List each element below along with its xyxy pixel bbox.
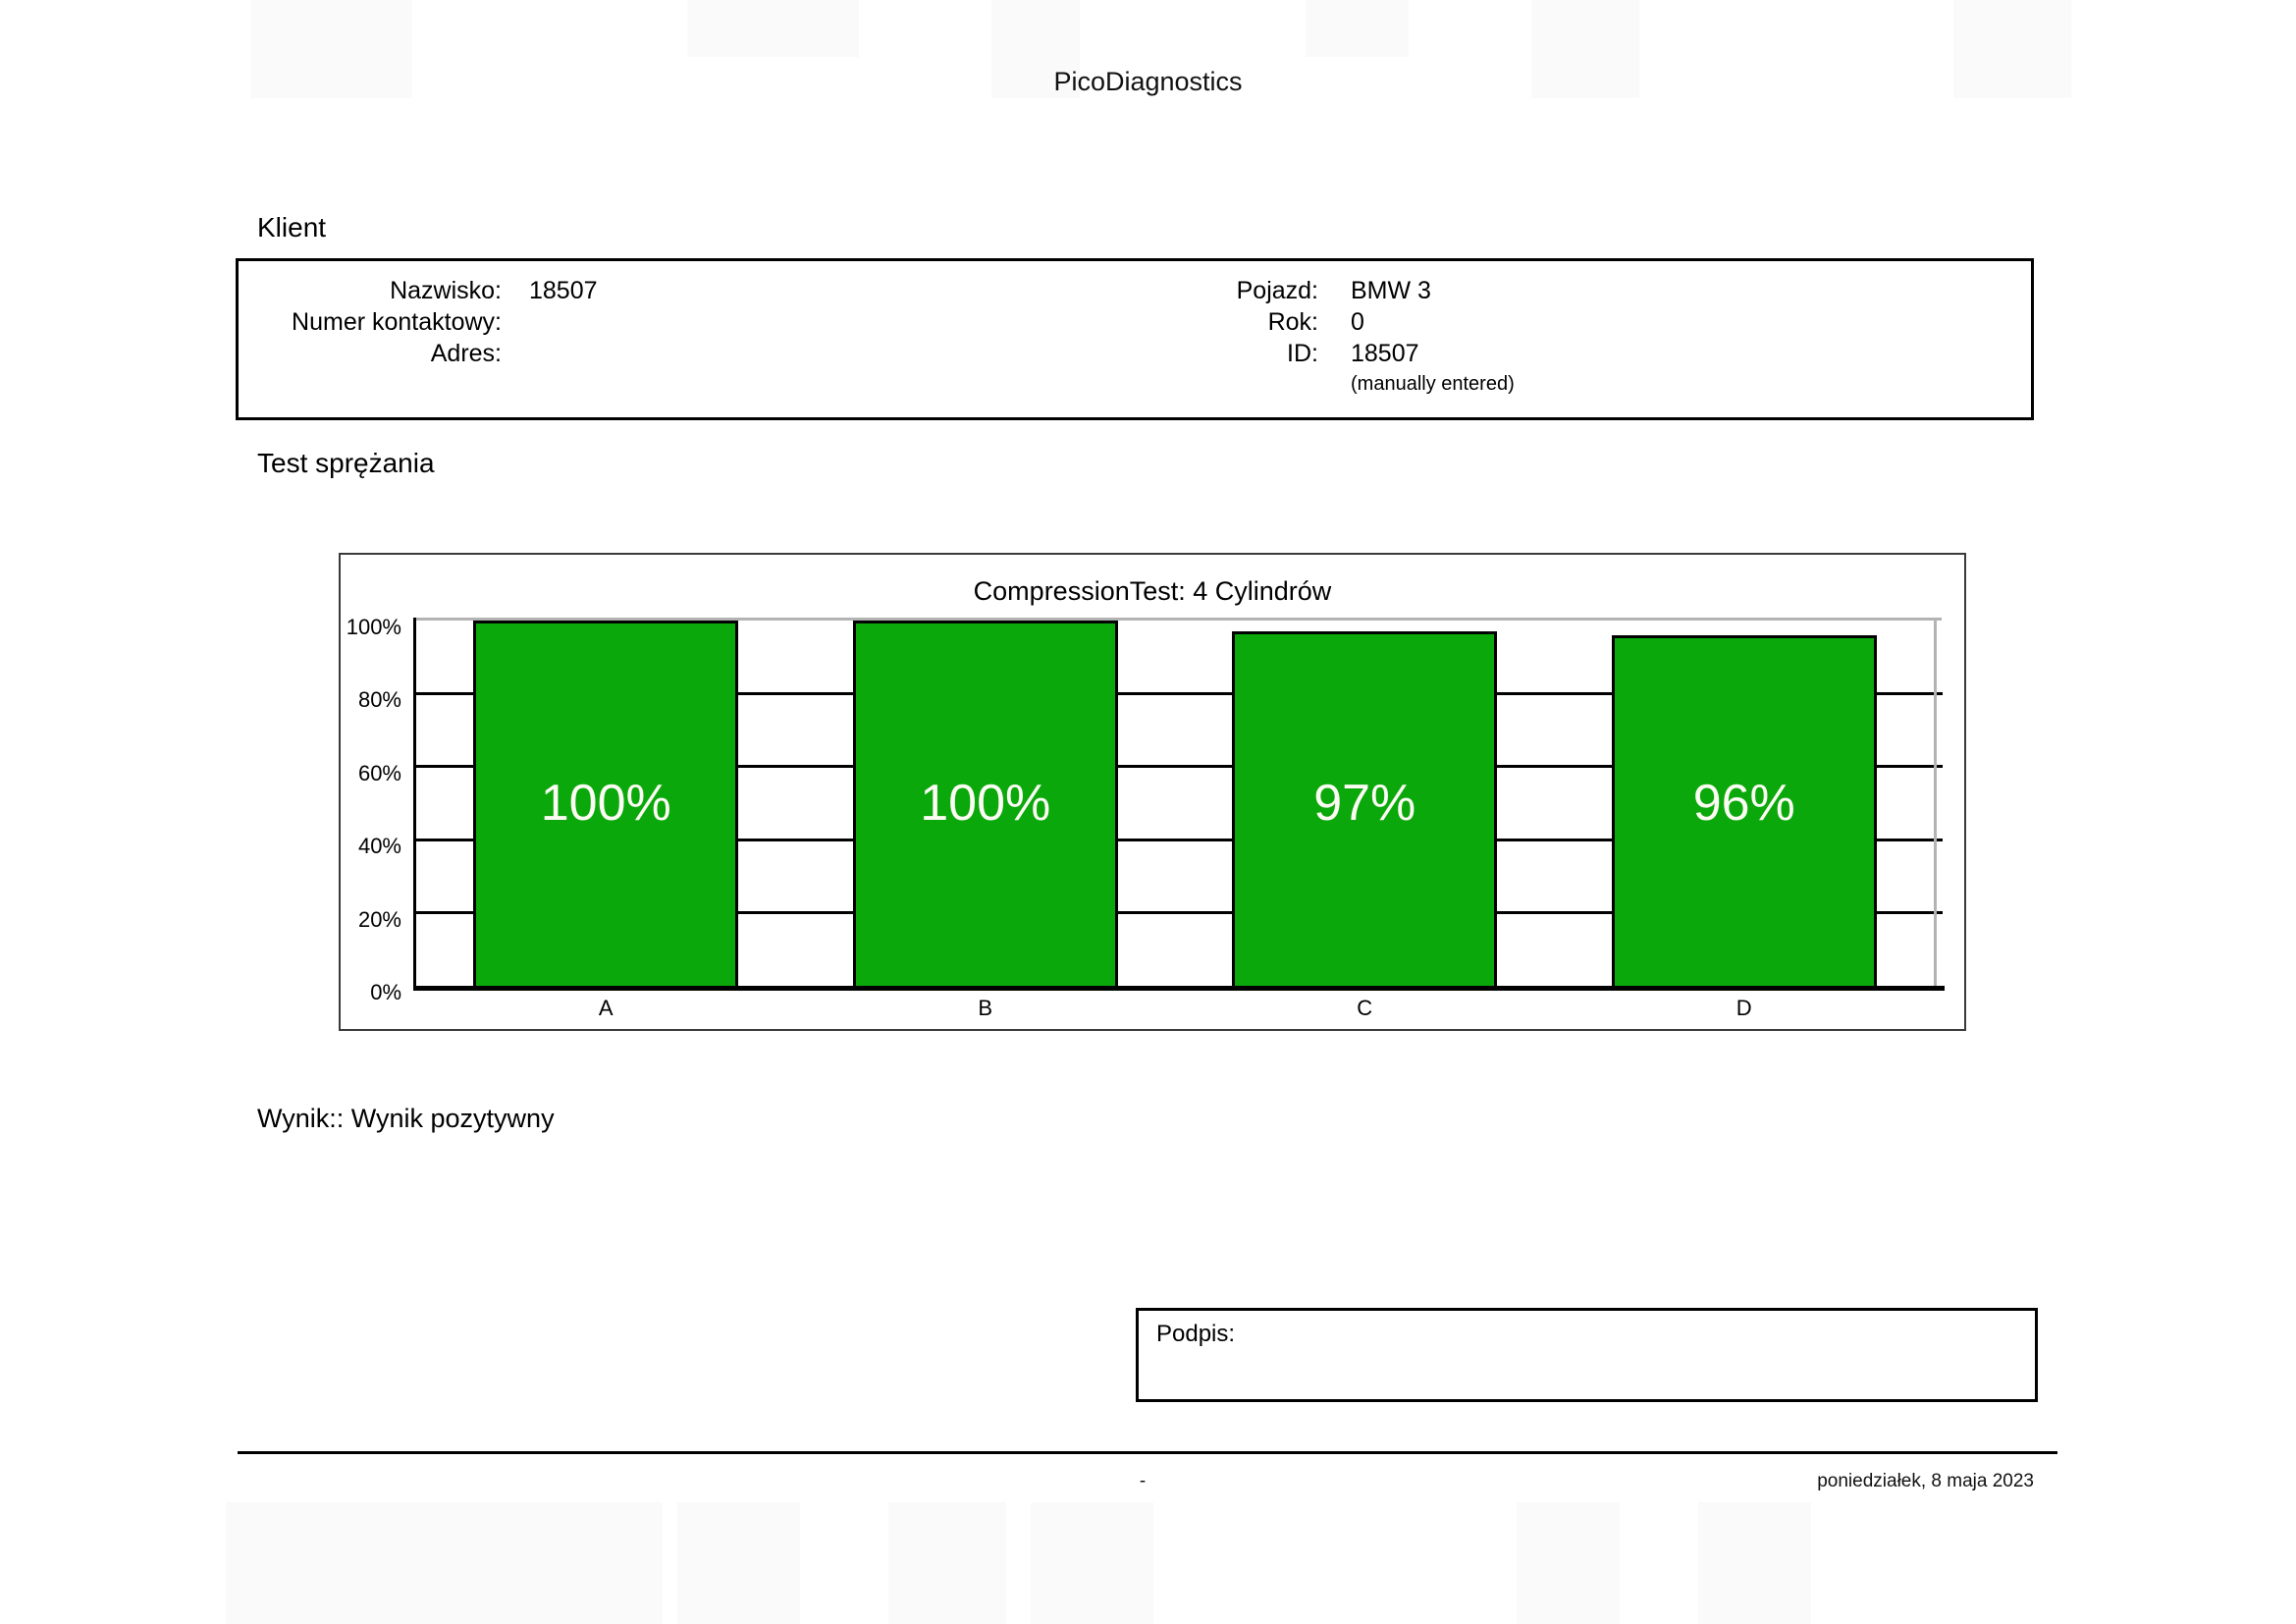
bar-value-label: 100%: [920, 775, 1051, 832]
compression-chart: CompressionTest: 4 Cylindrów 0% 20% 40% 60%…: [339, 553, 1966, 1031]
bar-cylinder-B: [852, 621, 1118, 986]
client-info-box: Nazwisko: 18507 Pojazd: BMW 3 Numer kont…: [236, 258, 2034, 420]
scan-artifact: [1031, 1502, 1153, 1624]
vehicle-label: Pojazd:: [1236, 277, 1318, 304]
client-section-heading: Klient: [257, 212, 327, 243]
scan-artifact: [226, 1502, 663, 1624]
gridline: [416, 691, 1943, 695]
compression-test-section-heading: Test sprężania: [257, 448, 435, 478]
manually-entered-note: (manually entered): [1351, 373, 1515, 395]
scan-artifact: [1698, 1502, 1811, 1624]
scan-artifact: [1953, 0, 2071, 98]
bar-cylinder-A: [473, 621, 739, 986]
app-title: PicoDiagnostics: [1053, 67, 1243, 96]
bar-cylinder-D: [1611, 634, 1877, 986]
y-axis-tick-label: 100%: [346, 615, 401, 639]
x-axis-line: [413, 986, 1945, 991]
year-label: Rok:: [1267, 308, 1318, 336]
scan-artifact: [1531, 0, 1639, 98]
client-name-value: 18507: [529, 277, 598, 304]
scan-artifact: [888, 1502, 1006, 1624]
scan-artifact: [991, 0, 1080, 98]
footer-divider: [238, 1451, 2057, 1454]
address-label: Adres:: [430, 340, 502, 367]
client-name-label: Nazwisko:: [390, 277, 502, 304]
id-label: ID:: [1287, 340, 1318, 367]
scan-artifact: [250, 0, 412, 98]
x-axis-category-label: B: [978, 996, 993, 1020]
y-axis-tick-label: 60%: [357, 760, 401, 785]
chart-plot-area: 0% 20% 40% 60% 80% 100% 100% A 100% B 97% C 96% D: [347, 615, 1945, 1020]
signature-label: Podpis:: [1156, 1321, 1236, 1347]
vehicle-value: BMW 3: [1351, 277, 1431, 304]
x-axis-category-label: C: [1357, 996, 1373, 1020]
y-axis-tick-label: 40%: [357, 834, 401, 859]
bar-value-label: 96%: [1692, 775, 1795, 832]
y-axis-tick-label: 20%: [357, 906, 401, 932]
x-axis-category-label: A: [598, 996, 614, 1020]
scan-artifact: [1517, 1502, 1620, 1624]
scan-artifact: [687, 0, 859, 57]
id-value: 18507: [1351, 340, 1419, 367]
footer-page-mark: -: [1139, 1471, 1147, 1491]
y-axis-tick-label: 0%: [370, 980, 401, 1004]
footer: - poniedziałek, 8 maja 2023: [238, 1471, 2048, 1496]
gridline: [416, 911, 1943, 915]
gridline: [416, 838, 1943, 841]
year-value: 0: [1351, 308, 1364, 336]
gridline: [416, 765, 1943, 769]
plot-top-border: [413, 618, 1942, 621]
bar-value-label: 97%: [1313, 775, 1416, 832]
bar-cylinder-C: [1232, 631, 1498, 986]
chart-title: CompressionTest: 4 Cylindrów: [973, 576, 1332, 606]
result-text: Wynik:: Wynik pozytywny: [257, 1104, 555, 1133]
bar-value-label: 100%: [540, 775, 671, 832]
scan-artifact: [677, 1502, 800, 1624]
plot-right-border: [1934, 618, 1937, 986]
signature-box: Podpis:: [1136, 1308, 2038, 1402]
x-axis-category-label: D: [1735, 996, 1752, 1020]
y-axis-line: [413, 618, 416, 986]
scan-artifact: [1306, 0, 1409, 57]
footer-date: poniedziałek, 8 maja 2023: [1817, 1471, 2034, 1491]
contact-number-label: Numer kontaktowy:: [292, 308, 502, 336]
y-axis-tick-label: 80%: [357, 687, 401, 713]
